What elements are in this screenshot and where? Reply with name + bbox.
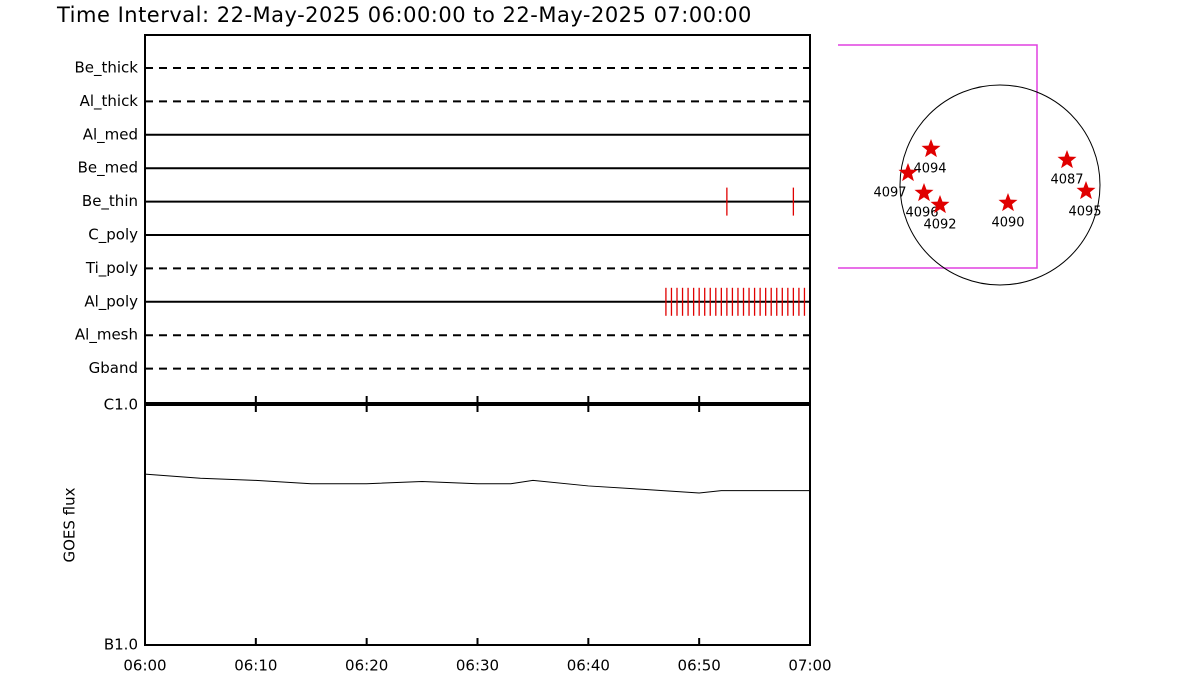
region-label: 4087: [1050, 173, 1083, 188]
y-tick-label: B1.0: [104, 636, 138, 654]
filter-label: Al_poly: [84, 292, 138, 311]
x-tick-label: 06:20: [345, 657, 388, 675]
title: Time Interval: 22-May-2025 06:00:00 to 2…: [56, 3, 752, 27]
filter-label: C_poly: [88, 226, 138, 245]
x-tick-label: 06:30: [456, 657, 499, 675]
region-label: 4097: [873, 186, 906, 201]
region-marker: [1076, 181, 1096, 200]
x-tick-label: 06:40: [567, 657, 610, 675]
goes-panel: [144, 404, 811, 646]
solar-disk: [899, 84, 1101, 286]
x-tick-label: 06:10: [234, 657, 277, 675]
filter-panel: [144, 34, 811, 404]
region-marker: [930, 195, 950, 214]
region-label: 4090: [991, 216, 1024, 231]
region-marker: [998, 193, 1018, 212]
filter-label: Gband: [89, 359, 138, 377]
filter-label: Al_med: [83, 125, 138, 144]
filter-label: Be_thin: [82, 192, 138, 211]
fov-box: [838, 44, 1038, 269]
filter-label: Al_mesh: [75, 326, 138, 345]
y-tick-label: C1.0: [104, 396, 138, 414]
region-marker: [914, 183, 934, 202]
filter-label: Al_thick: [80, 92, 139, 111]
filter-label: Be_thick: [74, 59, 138, 78]
region-marker: [898, 163, 918, 182]
goes-flux-line: [144, 473, 810, 494]
region-marker: [921, 139, 941, 158]
region-label: 4094: [913, 162, 946, 177]
filter-label: Be_med: [78, 159, 138, 178]
region-marker: [1057, 150, 1077, 169]
region-label: 4092: [923, 218, 956, 233]
region-label: 4095: [1068, 205, 1101, 220]
x-tick-label: 06:50: [678, 657, 721, 675]
goes-ylabel: GOES flux: [61, 487, 79, 562]
filter-label: Ti_poly: [85, 259, 138, 278]
region-label: 4096: [905, 206, 938, 221]
x-tick-label: 07:00: [788, 657, 831, 675]
x-tick-label: 06:00: [123, 657, 166, 675]
